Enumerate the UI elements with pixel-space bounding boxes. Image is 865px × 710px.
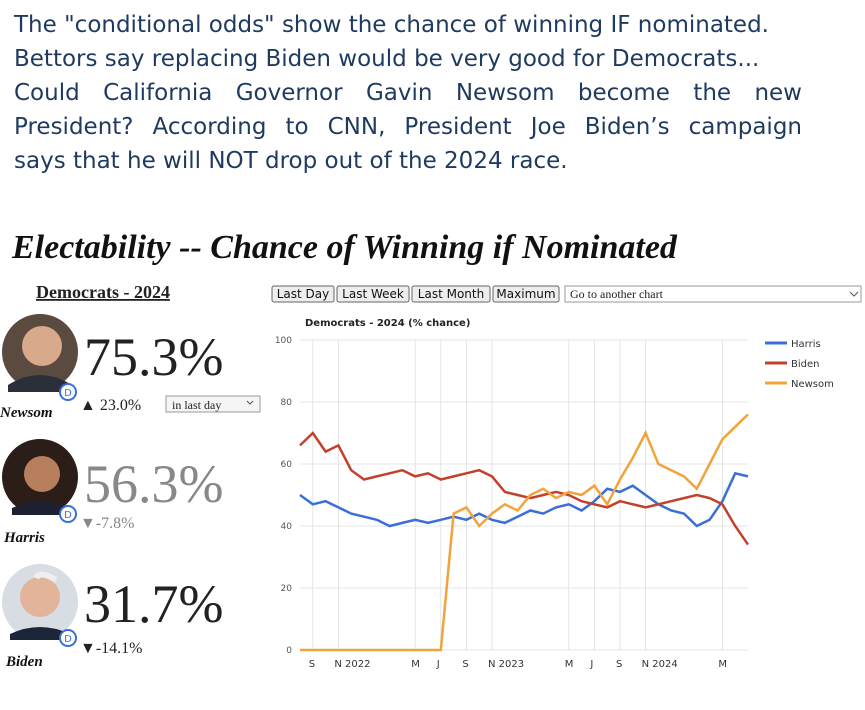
button-label: Last Day (277, 287, 330, 301)
photo (2, 564, 78, 640)
chart-select-label: Go to another chart (570, 287, 664, 301)
party-badge (59, 383, 77, 647)
series-line (299, 471, 749, 528)
candidate-change: ▼-7.8% (80, 515, 135, 532)
svg-text:D: D (64, 510, 72, 521)
candidate-change: ▲ 23.0% (80, 397, 141, 414)
button[interactable] (271, 285, 335, 303)
x-tick-label: S (616, 659, 622, 670)
candidate-change: ▼-14.1% (80, 640, 143, 657)
x-tick-label: M (718, 659, 727, 670)
x-tick-label: S (309, 659, 315, 670)
legend-label: Newsom (791, 379, 834, 390)
period-select[interactable] (165, 395, 261, 413)
text-line: President? According to CNN, President J… (14, 114, 802, 140)
y-tick-label: 40 (281, 522, 293, 532)
y-tick-label: 60 (281, 460, 293, 470)
candidate-name: Harris (3, 530, 45, 546)
x-tick-label: J (436, 659, 440, 670)
chart-title: Democrats - 2024 (% chance) (305, 318, 470, 329)
select-arrow (246, 400, 254, 405)
x-tick-label: N 2024 (642, 659, 678, 670)
period-label: in last day (172, 398, 221, 412)
y-tick-label: 20 (281, 584, 293, 594)
photo (2, 314, 78, 392)
x-tick-label: J (589, 659, 593, 670)
text-line: Bettors say replacing Biden would be ver… (14, 46, 760, 72)
candidate-percent: 75.3% (84, 327, 223, 387)
text-line: says that he will NOT drop out of the 20… (14, 148, 568, 174)
svg-text:D: D (64, 388, 72, 399)
subheading: Democrats - 2024 (36, 282, 170, 302)
party-badge-text: D D D (64, 388, 72, 645)
text-line: The "conditional odds" show the chance o… (14, 12, 769, 38)
candidate-percent: 56.3% (84, 454, 223, 514)
x-tick-label: M (411, 659, 420, 670)
series-line (299, 431, 750, 546)
photo (2, 439, 78, 515)
paragraph: The "conditional odds" show the chance o… (14, 8, 802, 178)
series-line (300, 413, 749, 652)
button-label: Last Month (418, 287, 484, 301)
legend-label: Biden (791, 359, 819, 370)
svg-text:D: D (64, 634, 72, 645)
y-tick-label: 0 (286, 646, 292, 656)
x-tick-label: N 2022 (334, 659, 370, 670)
button-label: Last Week (342, 287, 404, 301)
text-line: Could California Governor Gavin Newsom b… (14, 80, 802, 106)
heading: Electability -- Chance of Winning if Nom… (11, 229, 678, 266)
button-label: Maximum (496, 287, 555, 301)
select-arrow (849, 291, 859, 297)
x-tick-label: S (462, 659, 468, 670)
button[interactable] (411, 285, 491, 303)
candidate-name: Biden (5, 654, 43, 670)
candidate-name: Newsom (0, 405, 53, 421)
x-tick-label: N 2023 (488, 659, 524, 670)
candidate-percent: 31.7% (84, 574, 223, 634)
button[interactable] (492, 285, 560, 303)
legend-label: Harris (791, 339, 821, 350)
button[interactable] (336, 285, 410, 303)
chart-select[interactable] (564, 285, 862, 303)
y-tick-label: 100 (275, 336, 292, 346)
x-tick-label: M (565, 659, 574, 670)
y-tick-label: 80 (281, 398, 293, 408)
